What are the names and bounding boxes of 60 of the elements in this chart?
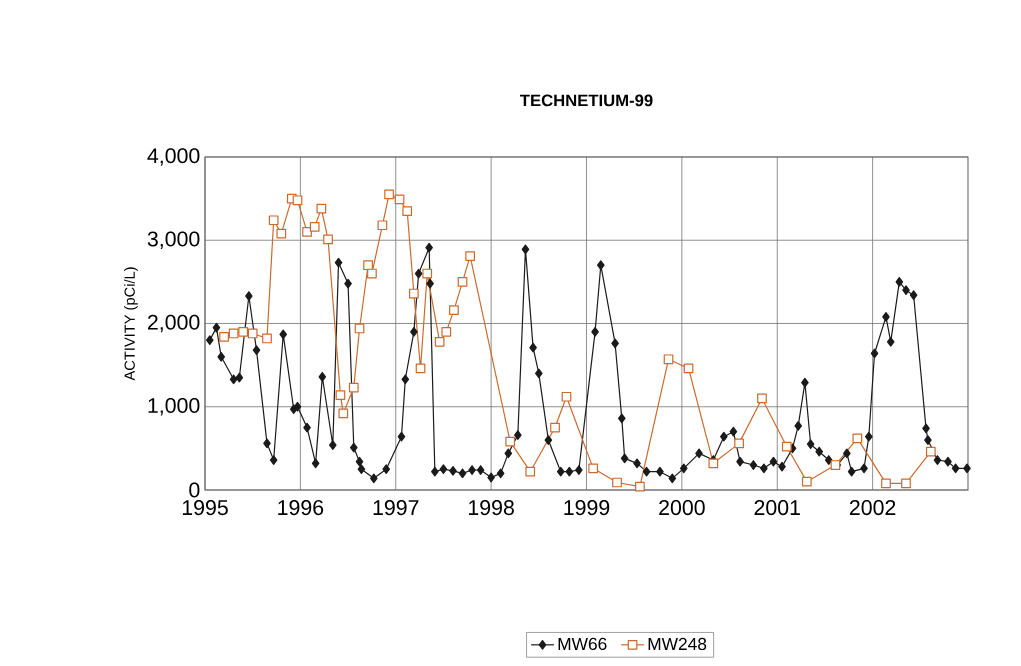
legend-label: MW248 (648, 637, 707, 651)
x-tick-label: 2002 (849, 500, 896, 516)
point (781, 441, 792, 452)
point (302, 227, 312, 237)
point (316, 203, 327, 214)
x-tick-label: 2000 (659, 500, 705, 516)
y-tick-label: 2,000 (147, 314, 200, 333)
x-tick-label: 1995 (182, 500, 228, 516)
point (276, 228, 287, 239)
point (663, 354, 674, 365)
point (384, 189, 394, 200)
y-axis-title: ACTIVITY (pCi/L) (124, 267, 138, 381)
point (402, 206, 413, 216)
point (238, 326, 249, 337)
chart-title: TECHNETIUM-99 (520, 94, 653, 107)
point (525, 466, 536, 477)
point (505, 436, 516, 447)
point (465, 251, 476, 261)
y-tick-label: 1,000 (148, 397, 200, 416)
y-tick-label: 4,000 (147, 148, 200, 166)
point (219, 331, 229, 342)
point (449, 305, 459, 316)
point (348, 382, 359, 393)
x-tick-label: 1999 (564, 500, 610, 516)
point (588, 463, 599, 474)
point (881, 478, 891, 489)
point (708, 458, 719, 469)
y-tick-label: 3,000 (147, 231, 200, 250)
point (262, 333, 272, 344)
point (367, 268, 377, 279)
point (338, 408, 349, 419)
point (635, 481, 645, 492)
point (292, 195, 303, 206)
legend-label: MW66 (558, 637, 607, 651)
x-tick-label: 1996 (278, 500, 324, 516)
point (422, 268, 433, 279)
point (852, 433, 863, 444)
point (441, 326, 452, 337)
point (323, 234, 333, 245)
point (550, 422, 560, 433)
point (247, 328, 258, 339)
x-tick-label: 1997 (373, 500, 419, 516)
point (309, 222, 320, 232)
point (801, 476, 812, 487)
x-tick-label: 1998 (469, 500, 514, 516)
point (734, 438, 744, 449)
point (335, 390, 346, 400)
point (757, 393, 767, 404)
x-tick-label: 2001 (754, 500, 800, 516)
point (925, 446, 936, 457)
point (268, 215, 279, 226)
point (457, 277, 468, 287)
point (561, 391, 572, 402)
point (363, 260, 373, 271)
point (901, 478, 911, 489)
point (377, 220, 388, 231)
point (434, 336, 445, 347)
y-tick-label: 0 (189, 482, 200, 498)
point (612, 477, 622, 488)
point (409, 288, 419, 299)
